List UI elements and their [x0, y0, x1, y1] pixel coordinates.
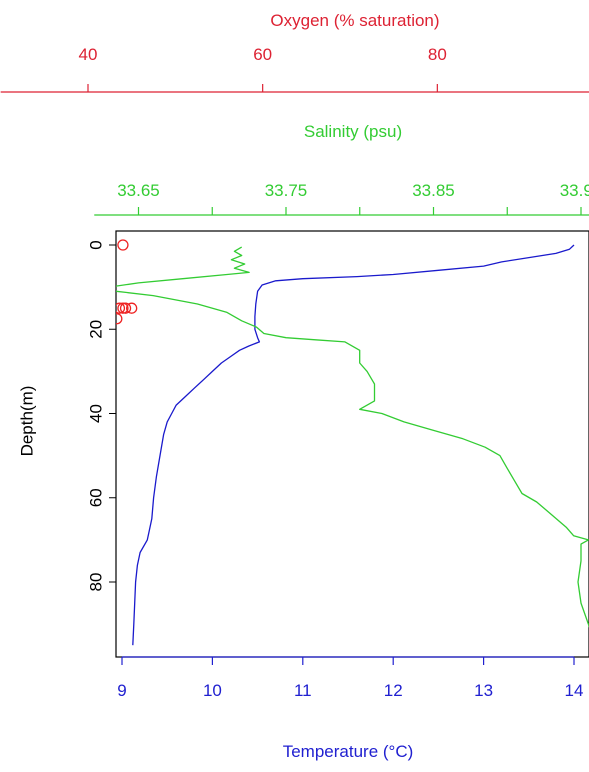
salinity-tick-label: 33.95: [560, 181, 589, 200]
oxygen-data-point: [83, 278, 93, 288]
oxygen-tick-label: 80: [428, 45, 447, 64]
y-tick-label: 60: [87, 488, 106, 507]
oxygen-tick-label: 60: [253, 45, 272, 64]
oxygen-data-point: [117, 302, 129, 314]
oxygen-data-point: [76, 352, 86, 362]
oxygen-data-point: [9, 461, 19, 471]
temperature-tick-label: 13: [474, 681, 493, 700]
oxygen-data-point: [116, 302, 126, 314]
salinity-axis-title: Salinity (psu): [304, 122, 402, 141]
temperature-tick-label: 9: [117, 681, 126, 700]
salinity-profile-line: [116, 246, 589, 628]
oxygen-data-point: [4, 497, 14, 507]
axes-layer: 0 20 40 60 80 Depth(m) 9 10 11 12 13 14 Temperature …: [0, 11, 589, 761]
y-axis-title: Depth(m): [18, 386, 37, 457]
oxygen-axis-title: Oxygen (% saturation): [270, 11, 439, 30]
oxygen-data-point: [116, 313, 123, 325]
oxygen-data-point: [126, 302, 138, 314]
y-tick-label: 80: [87, 573, 106, 592]
y-tick-label: 0: [87, 240, 106, 249]
oxygen-tick-label: 40: [79, 45, 98, 64]
temperature-axis-title: Temperature (°C): [283, 742, 414, 761]
temperature-tick-label: 11: [294, 681, 312, 700]
salinity-tick-label: 33.75: [265, 181, 308, 200]
oxygen-data-point: [117, 239, 129, 251]
salinity-tick-label: 33.85: [412, 181, 455, 200]
series-layer: [4, 239, 589, 646]
y-tick-label: 40: [87, 404, 106, 423]
salinity-tick-label: 33.65: [117, 181, 160, 200]
temperature-profile-line: [132, 244, 575, 646]
temperature-tick-label: 10: [203, 681, 222, 700]
y-tick-label: 20: [87, 320, 106, 339]
temperature-tick-label: 12: [384, 681, 403, 700]
plot-frame: [115, 230, 589, 658]
temperature-tick-label: 14: [565, 681, 584, 700]
